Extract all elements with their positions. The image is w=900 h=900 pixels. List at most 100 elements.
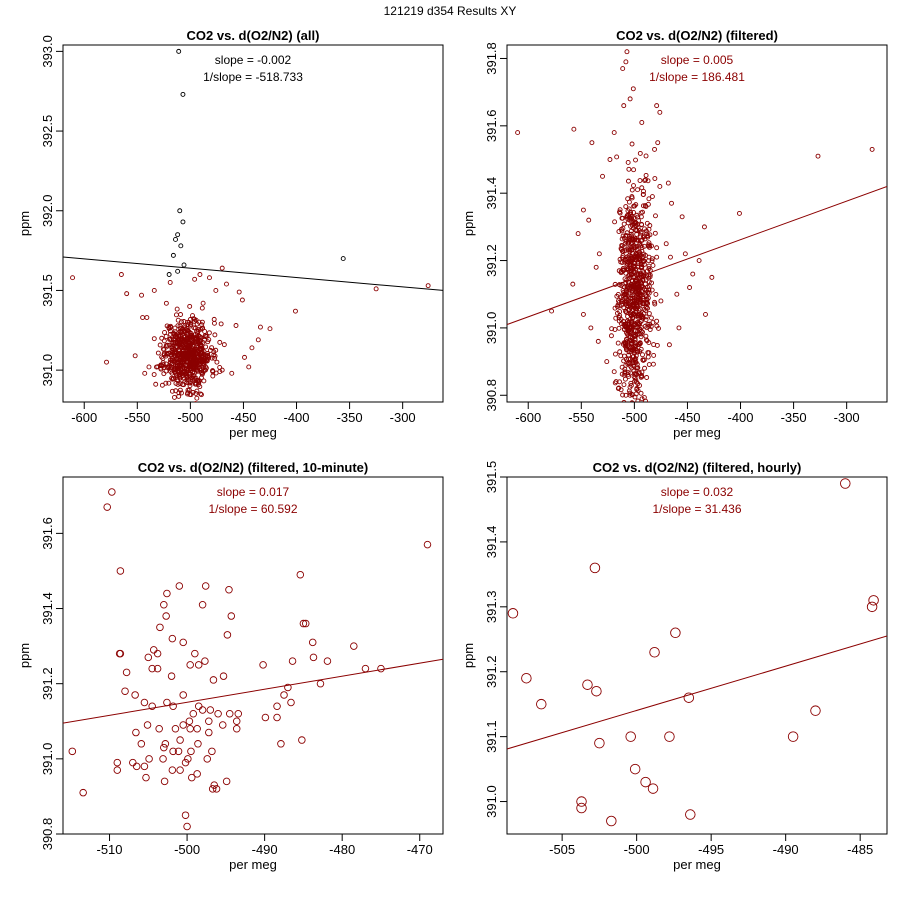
data-point	[620, 392, 626, 398]
data-layer	[507, 49, 887, 435]
data-point	[638, 210, 644, 216]
data-point	[670, 627, 681, 639]
data-point	[156, 623, 164, 632]
data-point	[622, 327, 627, 333]
data-point	[155, 350, 161, 356]
data-point	[184, 377, 190, 383]
data-point	[171, 352, 177, 358]
data-point	[184, 755, 192, 763]
data-point	[425, 283, 431, 289]
data-point	[242, 354, 247, 360]
data-point	[284, 683, 292, 692]
data-point	[630, 431, 634, 435]
data-point	[174, 306, 180, 312]
x-tick-label: -500	[621, 410, 647, 425]
data-point	[638, 374, 644, 380]
data-point	[168, 352, 174, 358]
data-point	[637, 178, 643, 183]
data-point	[232, 725, 241, 733]
data-point	[180, 360, 186, 366]
data-point	[194, 395, 200, 401]
x-tick-label: -400	[728, 410, 754, 425]
y-tick-label: 391.4	[484, 526, 499, 559]
data-point	[687, 285, 693, 290]
data-point	[206, 330, 212, 336]
data-point	[650, 262, 656, 268]
data-point	[626, 306, 632, 312]
slope-annotation: 1/slope = 60.592	[208, 502, 297, 516]
data-point	[296, 570, 305, 579]
data-point	[623, 204, 629, 209]
data-point	[219, 265, 225, 271]
data-point	[643, 314, 649, 320]
data-point	[185, 350, 191, 356]
data-point	[161, 338, 167, 344]
data-point	[682, 251, 688, 257]
data-point	[214, 359, 220, 365]
data-point	[701, 224, 707, 230]
data-point	[225, 709, 234, 718]
data-point	[225, 585, 233, 594]
data-point	[630, 405, 634, 409]
data-point	[162, 612, 170, 620]
data-point	[198, 706, 207, 714]
data-point	[635, 297, 641, 303]
data-point	[267, 326, 273, 332]
data-point	[639, 185, 645, 191]
regression-line	[507, 635, 887, 750]
x-axis-label: per meg	[229, 425, 277, 440]
data-point	[205, 728, 213, 737]
data-point	[596, 251, 602, 257]
data-point	[625, 220, 631, 226]
data-point	[611, 130, 617, 136]
data-point	[194, 328, 200, 334]
slope-annotation: 1/slope = 31.436	[652, 502, 741, 516]
plot-frame	[62, 44, 444, 403]
data-point	[631, 203, 637, 209]
data-point	[623, 309, 629, 314]
data-point	[613, 315, 619, 321]
data-point	[175, 377, 180, 383]
data-point	[161, 371, 167, 377]
data-point	[200, 300, 206, 306]
data-point	[625, 731, 636, 742]
data-point	[176, 390, 182, 396]
data-point	[211, 316, 217, 322]
data-point	[187, 317, 193, 322]
data-point	[151, 287, 157, 293]
data-point	[619, 242, 625, 248]
data-point	[184, 353, 189, 359]
data-point	[146, 364, 152, 370]
data-point	[576, 802, 587, 814]
data-point	[626, 246, 632, 252]
data-point	[679, 214, 685, 220]
data-point	[646, 240, 652, 246]
data-point	[580, 311, 586, 317]
data-point	[640, 352, 645, 358]
data-point	[199, 319, 205, 325]
data-point	[618, 246, 624, 251]
data-point	[638, 346, 644, 352]
data-point	[648, 315, 654, 321]
data-point	[634, 251, 640, 257]
x-tick-label: -490	[252, 842, 278, 857]
data-point	[205, 353, 211, 359]
data-point	[655, 140, 661, 146]
plot-frame	[506, 44, 888, 403]
data-point	[624, 49, 630, 55]
data-point	[293, 308, 298, 314]
data-point	[591, 685, 602, 697]
data-point	[177, 356, 183, 362]
data-point	[654, 103, 660, 109]
data-point	[68, 747, 77, 756]
data-point	[212, 355, 218, 361]
data-point	[192, 276, 198, 282]
data-point	[198, 335, 204, 341]
y-tick-label: 391.8	[484, 42, 499, 75]
data-point	[645, 295, 651, 301]
data-point	[868, 595, 879, 606]
data-point	[620, 293, 626, 299]
data-point	[588, 325, 594, 331]
y-tick-label: 391.2	[40, 667, 55, 700]
